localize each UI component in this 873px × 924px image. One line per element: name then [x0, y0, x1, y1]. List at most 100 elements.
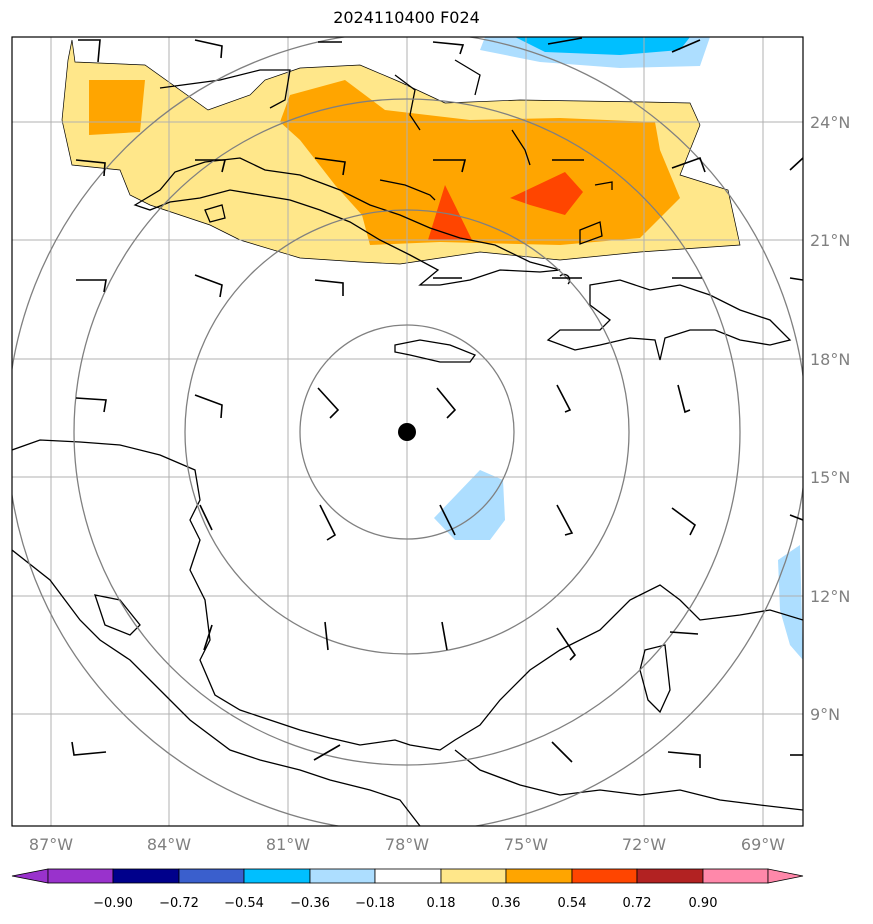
wind-barb	[547, 37, 583, 45]
wind-barb	[671, 507, 697, 536]
lat-tick-label: 15°N	[810, 468, 850, 487]
coast-florida-keys	[159, 69, 291, 109]
wind-barb	[195, 159, 227, 173]
colorbar-label: −0.54	[224, 896, 264, 911]
colorbar-label: 0.72	[623, 896, 652, 911]
storm-center-marker	[398, 423, 416, 441]
lon-tick-labels: 87°W 84°W 81°W 78°W 75°W 72°W 69°W	[29, 835, 785, 854]
wind-barb	[314, 279, 344, 296]
wind-barb	[313, 744, 341, 761]
coast-bahamas-2	[454, 59, 481, 96]
coast-hispaniola	[546, 279, 792, 361]
lon-tick-label: 87°W	[29, 835, 73, 854]
wind-barb	[319, 504, 337, 541]
coast-central-america	[12, 439, 803, 751]
wind-barb	[669, 631, 699, 635]
wind-barb	[433, 159, 467, 173]
colorbar-segment	[571, 868, 638, 884]
wind-barbs	[71, 37, 803, 768]
map-title: 2024110400 F024	[333, 8, 480, 27]
wind-barb	[199, 504, 213, 531]
coast-bahamas-5	[579, 221, 603, 245]
coast-puerto-rico	[559, 273, 571, 285]
colorbar-extend-high	[767, 868, 804, 884]
wind-barb	[194, 274, 223, 298]
range-ring-outer	[73, 98, 741, 766]
lon-tick-label: 72°W	[622, 835, 666, 854]
lat-tick-label: 18°N	[810, 350, 850, 369]
coast-bahamas-3	[394, 74, 421, 131]
colorbar-segment	[505, 868, 573, 884]
colorbar-label: −0.18	[355, 896, 395, 911]
wind-barb	[75, 397, 107, 413]
colorbar-label: 0.36	[492, 896, 521, 911]
colorbar-segment	[636, 868, 704, 884]
wind-barb	[436, 387, 457, 419]
wind-barb	[441, 621, 448, 651]
wind-barb	[71, 741, 107, 756]
colorbar-segment	[243, 868, 311, 884]
colorbar-label: −0.36	[290, 896, 330, 911]
wind-barb	[439, 504, 456, 536]
colorbar-segment	[309, 868, 376, 884]
wind-barb	[314, 157, 346, 176]
coast-isle-of-youth	[204, 204, 226, 223]
lat-tick-label: 21°N	[810, 231, 850, 250]
wind-barb	[324, 621, 329, 651]
range-rings	[12, 37, 803, 826]
wind-barb	[671, 156, 706, 173]
wind-barb	[789, 514, 803, 521]
lat-tick-label: 9°N	[810, 705, 840, 724]
colorbar-segment	[702, 868, 769, 884]
coast-cuba	[133, 157, 561, 286]
lon-tick-label: 78°W	[385, 835, 429, 854]
coast-bahamas-1	[379, 179, 436, 201]
wind-barb	[556, 627, 577, 661]
wind-barb	[76, 279, 107, 293]
wind-barb	[556, 504, 574, 536]
anomaly-shading	[61, 37, 803, 660]
wind-barb	[75, 159, 106, 177]
coast-lake-nicaragua	[94, 594, 141, 636]
wind-barb	[671, 39, 701, 53]
coast-bahamas-6	[594, 181, 613, 190]
colorbar-label: 0.90	[689, 896, 718, 911]
wind-barb	[203, 624, 213, 651]
wind-barb	[556, 384, 572, 413]
lat-tick-labels: 24°N 21°N 18°N 15°N 12°N 9°N	[810, 113, 850, 724]
wind-barb	[667, 751, 701, 768]
colorbar-label: 0.18	[427, 896, 456, 911]
colorbar-segment	[178, 868, 245, 884]
colorbar-label: −0.90	[93, 896, 133, 911]
lon-tick-label: 75°W	[504, 835, 548, 854]
contour-fill-0.54	[428, 172, 583, 240]
colorbar-labels: −0.90 −0.72 −0.54 −0.36 −0.18 0.18 0.36 …	[93, 896, 717, 911]
lat-tick-label: 24°N	[810, 113, 850, 132]
wind-barb	[78, 39, 101, 63]
coast-colombia	[454, 749, 803, 811]
coast-bahamas-4	[511, 129, 531, 166]
wind-barb	[194, 39, 223, 59]
colorbar-label: 0.54	[558, 896, 587, 911]
colorbar-segment	[112, 868, 180, 884]
colorbar-extend-low	[11, 868, 49, 884]
range-ring-middle	[184, 209, 630, 655]
wind-barb	[677, 384, 691, 414]
wind-barb	[789, 157, 803, 171]
colorbar-segment	[47, 868, 114, 884]
lon-tick-label: 69°W	[741, 835, 785, 854]
colorbar	[11, 868, 804, 884]
wind-barb	[317, 387, 340, 419]
wind-barb	[194, 394, 223, 419]
colorbar-segment	[440, 868, 507, 884]
lon-tick-label: 81°W	[266, 835, 310, 854]
lat-tick-label: 12°N	[810, 587, 850, 606]
plot-frame	[11, 36, 804, 827]
lon-tick-label: 84°W	[147, 835, 191, 854]
range-ring-inner	[299, 324, 515, 540]
coast-pacific-side	[12, 549, 421, 826]
wind-barb	[551, 741, 573, 763]
colorbar-label: −0.72	[159, 896, 199, 911]
coastlines	[12, 59, 803, 826]
